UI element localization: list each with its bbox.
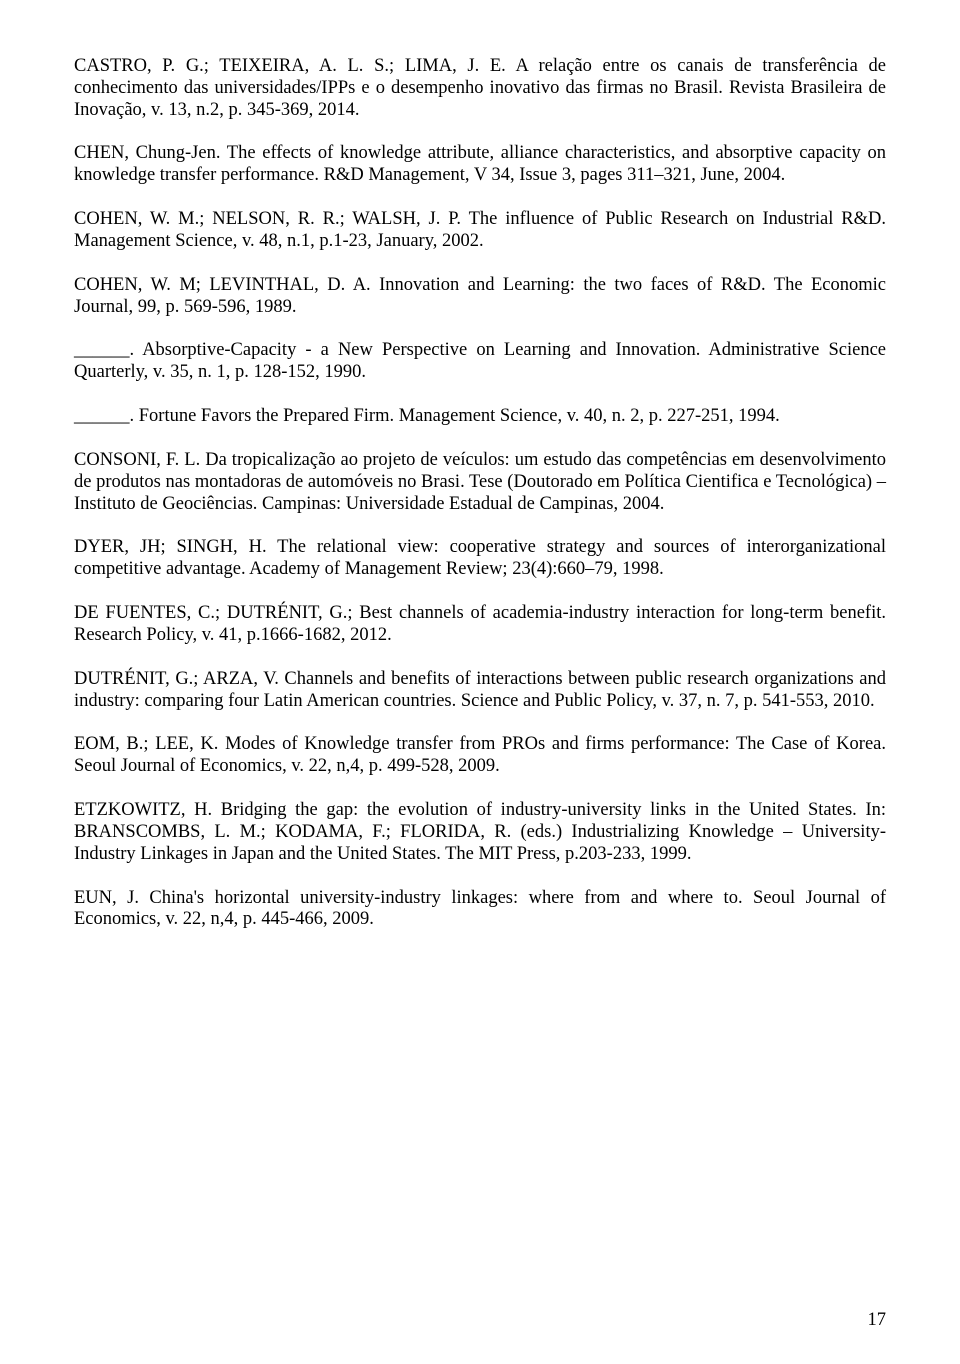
reference-entry: DUTRÉNIT, G.; ARZA, V. Channels and bene… bbox=[74, 669, 886, 713]
reference-entry: EUN, J. China's horizontal university-in… bbox=[74, 888, 886, 932]
reference-entry: CASTRO, P. G.; TEIXEIRA, A. L. S.; LIMA,… bbox=[74, 56, 886, 121]
page-number: 17 bbox=[868, 1310, 887, 1332]
reference-entry: COHEN, W. M.; NELSON, R. R.; WALSH, J. P… bbox=[74, 209, 886, 253]
reference-entry: ETZKOWITZ, H. Bridging the gap: the evol… bbox=[74, 800, 886, 865]
reference-entry: CONSONI, F. L. Da tropicalização ao proj… bbox=[74, 450, 886, 515]
reference-entry: CHEN, Chung-Jen. The effects of knowledg… bbox=[74, 143, 886, 187]
page: CASTRO, P. G.; TEIXEIRA, A. L. S.; LIMA,… bbox=[0, 0, 960, 1364]
reference-entry: COHEN, W. M; LEVINTHAL, D. A. Innovation… bbox=[74, 275, 886, 319]
reference-entry: DE FUENTES, C.; DUTRÉNIT, G.; Best chann… bbox=[74, 603, 886, 647]
reference-entry: ______. Fortune Favors the Prepared Firm… bbox=[74, 406, 886, 428]
reference-entry: EOM, B.; LEE, K. Modes of Knowledge tran… bbox=[74, 734, 886, 778]
reference-entry: DYER, JH; SINGH, H. The relational view:… bbox=[74, 537, 886, 581]
reference-entry: ______. Absorptive-Capacity - a New Pers… bbox=[74, 340, 886, 384]
